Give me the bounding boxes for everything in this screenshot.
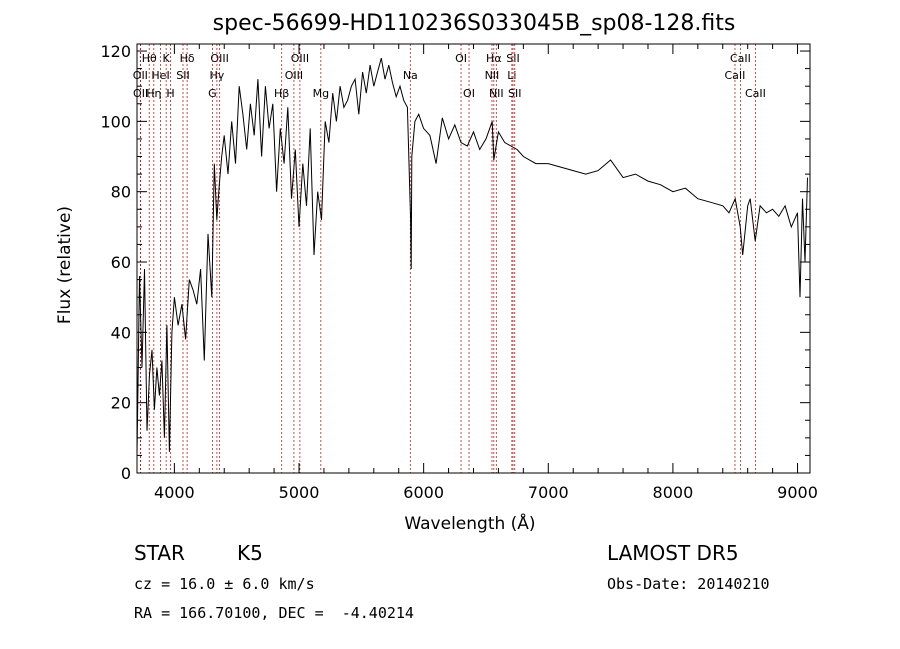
line-label-16: Na bbox=[403, 69, 418, 82]
coordinates: RA = 166.70100, DEC = -4.40214 bbox=[134, 604, 414, 622]
y-tick-label-2: 40 bbox=[111, 323, 131, 342]
redshift-cz: cz = 16.0 ± 6.0 km/s bbox=[134, 575, 315, 593]
x-tick-label-3: 7000 bbox=[528, 483, 569, 502]
y-tick-label-5: 100 bbox=[100, 112, 131, 131]
line-label-9: OIII bbox=[210, 52, 228, 65]
spectrum-line bbox=[136, 57, 808, 456]
y-tick-label-3: 60 bbox=[111, 253, 131, 272]
y-tick-label-4: 80 bbox=[111, 183, 131, 202]
line-label-12: OIII bbox=[291, 52, 309, 65]
line-label-10: Hγ bbox=[209, 69, 224, 82]
line-label-13: OIII bbox=[285, 69, 303, 82]
line-label-5: Hη bbox=[146, 87, 161, 100]
y-tick-label-6: 120 bbox=[100, 42, 131, 61]
line-label-20: NII bbox=[485, 69, 500, 82]
line-label-8: SII bbox=[176, 69, 189, 82]
line-label-18: OI bbox=[463, 87, 475, 100]
y-tick-label-1: 20 bbox=[111, 394, 131, 413]
line-label-24: SII bbox=[508, 87, 521, 100]
line-label-11: G bbox=[208, 87, 217, 100]
line-label-22: SII bbox=[506, 52, 519, 65]
line-label-6: H bbox=[166, 87, 174, 100]
chart-title: spec-56699-HD110236S033045B_sp08-128.fit… bbox=[213, 11, 736, 36]
line-label-0: Hθ bbox=[142, 52, 157, 65]
line-label-17: OI bbox=[455, 52, 467, 65]
subclass: K5 bbox=[237, 541, 263, 565]
line-label-4: HeI bbox=[151, 69, 169, 82]
x-tick-label-0: 4000 bbox=[154, 483, 195, 502]
x-tick-label-5: 9000 bbox=[777, 483, 818, 502]
obs-date: Obs-Date: 20140210 bbox=[607, 575, 770, 593]
object-type: STAR bbox=[134, 541, 185, 565]
line-label-27: CaII bbox=[745, 87, 766, 100]
line-label-14: Hβ bbox=[274, 87, 289, 100]
x-axis-label: Wavelength (Å) bbox=[404, 512, 535, 534]
x-tick-label-4: 8000 bbox=[653, 483, 694, 502]
line-label-23: Li bbox=[507, 69, 516, 82]
x-tick-label-2: 6000 bbox=[403, 483, 444, 502]
line-label-7: Hδ bbox=[180, 52, 195, 65]
x-tick-label-1: 5000 bbox=[279, 483, 320, 502]
line-label-25: CaII bbox=[730, 52, 751, 65]
line-label-21: NII bbox=[489, 87, 504, 100]
line-label-3: K bbox=[163, 52, 171, 65]
y-axis-label: Flux (relative) bbox=[55, 206, 75, 324]
line-label-26: CaII bbox=[725, 69, 746, 82]
y-tick-label-0: 0 bbox=[121, 464, 131, 483]
line-label-15: Mg bbox=[313, 87, 329, 100]
survey-name: LAMOST DR5 bbox=[607, 541, 739, 565]
line-label-19: Hα bbox=[486, 52, 502, 65]
